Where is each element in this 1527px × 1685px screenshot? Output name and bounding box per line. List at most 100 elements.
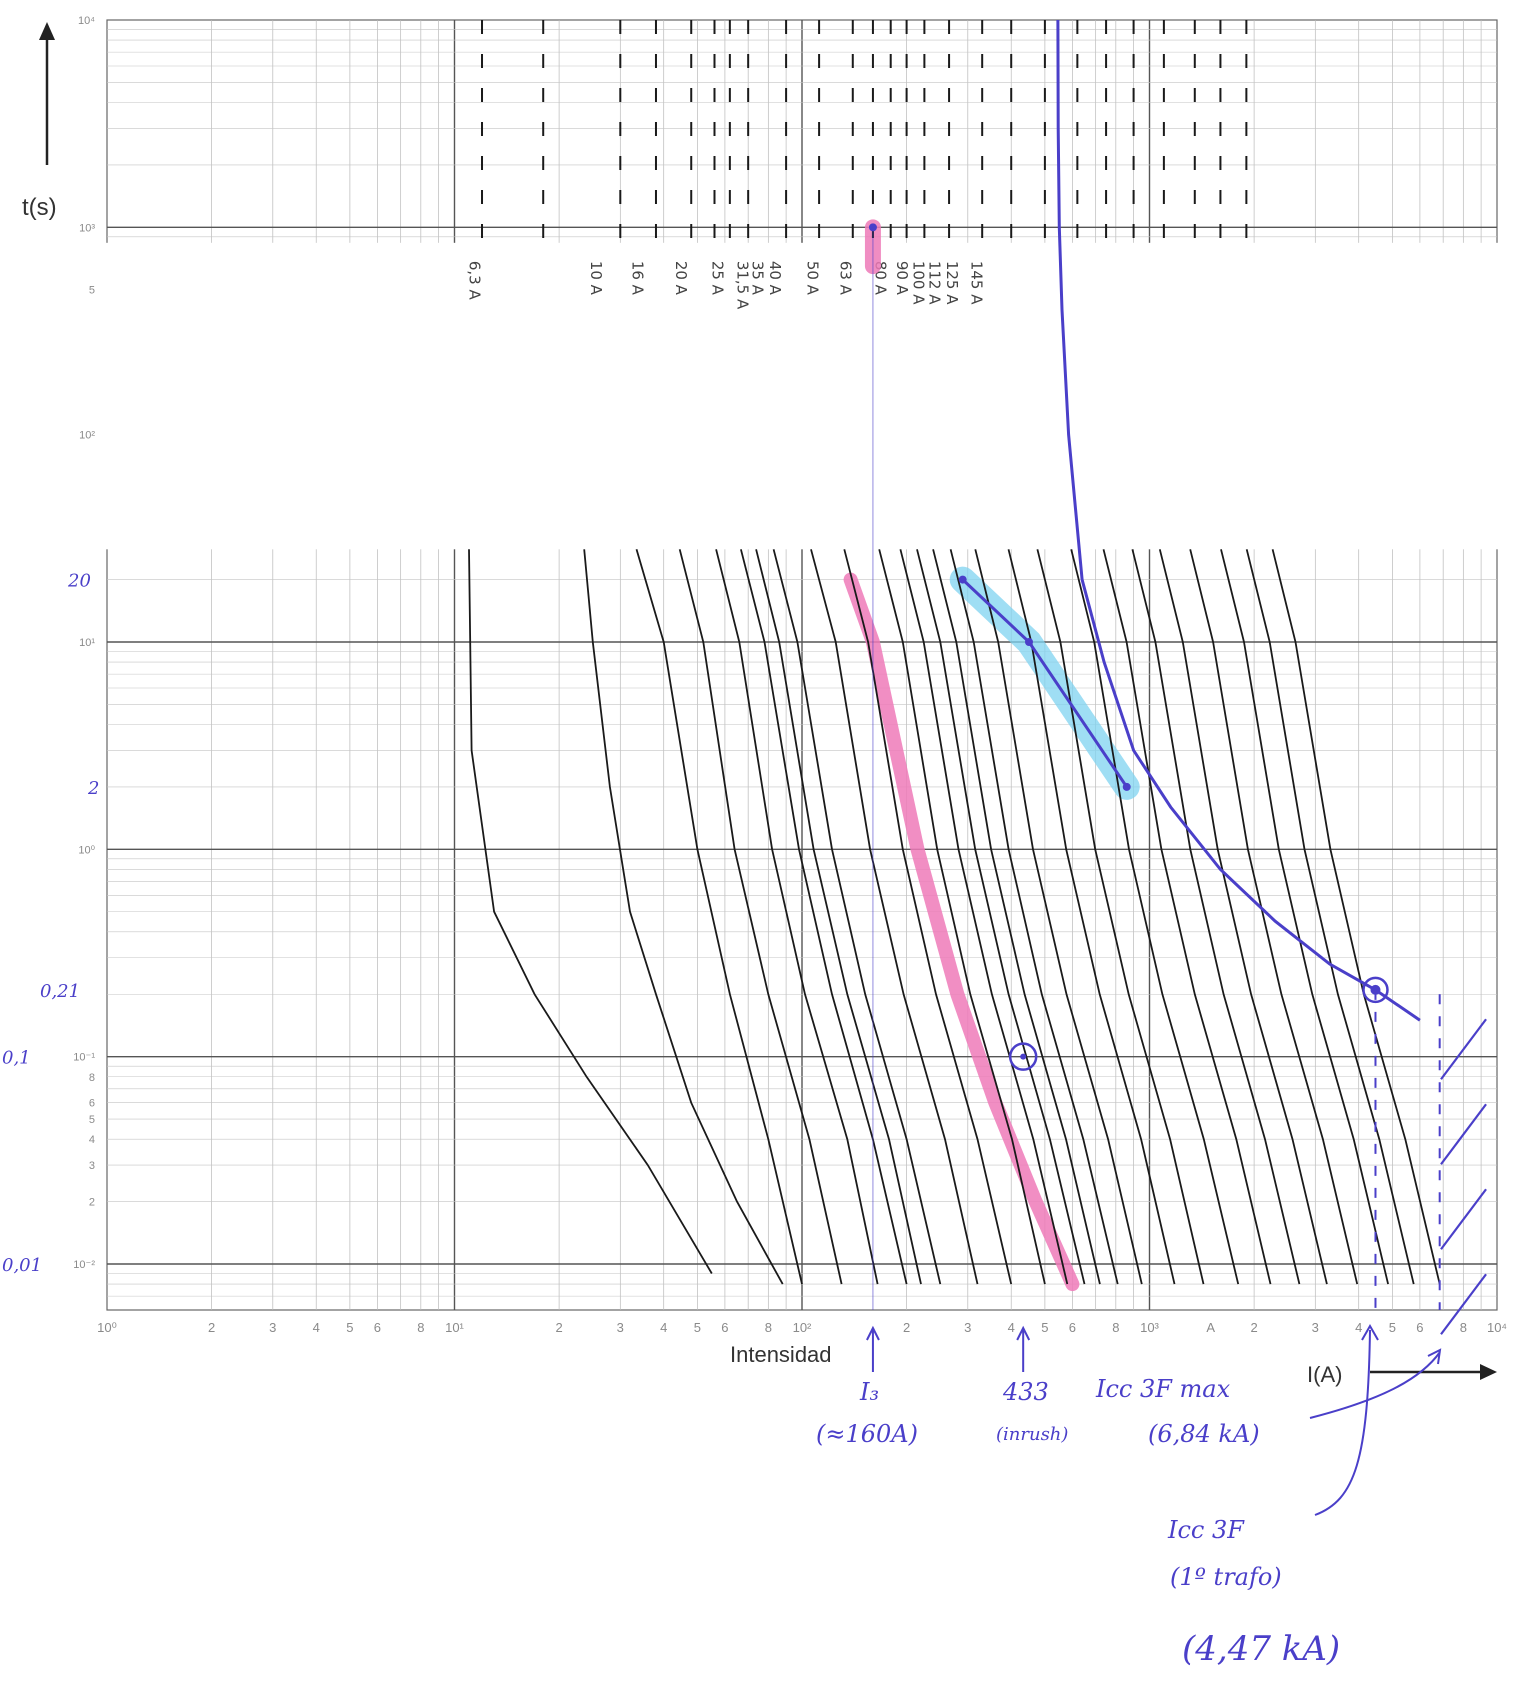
hatch-line — [1440, 1018, 1487, 1080]
fuse-curve — [932, 549, 1101, 1285]
fuse-curve — [678, 549, 843, 1285]
fuse-label: 6,3 A — [466, 261, 484, 301]
y-axis-arrow-head — [39, 22, 55, 40]
y-tick-label: 10¹ — [79, 637, 95, 649]
x-tick-label: 10³ — [1140, 1320, 1159, 1335]
fuse-label: 90 A — [893, 261, 911, 296]
x-tick-label: 2 — [208, 1320, 215, 1335]
fuse-curve — [974, 549, 1143, 1285]
y-hand-label: 0,1 — [2, 1048, 31, 1069]
y-tick-label: 4 — [89, 1134, 95, 1146]
fuse-curve — [878, 549, 1046, 1285]
icc-trafo-value: (4,47 kA) — [1182, 1629, 1340, 1669]
fuse-curve — [583, 549, 784, 1285]
x-tick-label: 3 — [964, 1320, 971, 1335]
x-tick-label: 6 — [1069, 1320, 1076, 1335]
fuse-curve — [740, 549, 908, 1285]
blue-marker — [1122, 782, 1131, 791]
fuse-label-band: 6,3 A 10 A 16 A 20 A 25 A 31,5 A35 A 40 A 50 A 6… — [105, 242, 1499, 550]
hatch-line — [1440, 1273, 1487, 1335]
fuse-label: 63 A — [837, 261, 855, 296]
fuse-curve — [772, 549, 942, 1285]
x-tick-label: 5 — [346, 1320, 353, 1335]
fuse-curve — [949, 549, 1119, 1285]
fuse-label: 31,5 A — [733, 261, 751, 310]
annotation-overlay — [868, 19, 1487, 1335]
x-tick-label: 8 — [417, 1320, 424, 1335]
icc-max-value: (6,84 kA) — [1148, 1420, 1260, 1448]
x-axis-arrow-head — [1480, 1364, 1497, 1380]
x-unit-label: I(A) — [1307, 1362, 1342, 1387]
icc-trafo-sub: (1º trafo) — [1170, 1563, 1282, 1591]
y-tick-label: 3 — [89, 1160, 95, 1172]
label-band-bg — [105, 242, 1499, 550]
x-tick-label: 10⁰ — [97, 1320, 117, 1335]
fuse-label: 50 A — [803, 261, 821, 296]
x-tick-label: 6 — [374, 1320, 381, 1335]
fuse-label: 145 A — [968, 261, 986, 305]
fuse-label: 100 A — [909, 261, 927, 305]
x-tick-label: 3 — [269, 1320, 276, 1335]
icc-max-arrow — [1309, 1348, 1442, 1419]
y-tick-label: 10⁴ — [78, 15, 95, 27]
y-tick-label: 10⁻² — [73, 1259, 95, 1271]
fuse-curve — [1007, 549, 1176, 1285]
x-tick-label: 5 — [1041, 1320, 1048, 1335]
fuse-curve — [1271, 549, 1441, 1285]
fuse-curve — [715, 549, 879, 1285]
x-tick-label: 8 — [1112, 1320, 1119, 1335]
fuse-curve — [1158, 549, 1328, 1285]
y-tick-label: 10³ — [79, 222, 95, 234]
inrush-label: (inrush) — [996, 1424, 1068, 1445]
x-tick-label: 3 — [1312, 1320, 1319, 1335]
y-tick-label: 10⁻¹ — [73, 1052, 95, 1064]
fuse-label: 40 A — [766, 261, 784, 296]
y-tick-label: 5 — [89, 1114, 95, 1126]
x-tick-label: 10² — [793, 1320, 812, 1335]
y-tick-label: 6 — [89, 1098, 95, 1110]
i3-arrow — [866, 1325, 880, 1372]
y-hand-label: 0,21 — [40, 981, 80, 1002]
fuse-curve — [635, 549, 803, 1285]
icc-trafo-label: Icc 3F — [1167, 1516, 1245, 1544]
fuse-label: 20 A — [672, 261, 690, 296]
fuse-curves — [468, 20, 1441, 1285]
x-tick-label: A — [1206, 1320, 1215, 1335]
x-axis-label: Intensidad — [730, 1342, 832, 1367]
inrush-arrow — [1016, 1325, 1031, 1372]
x-tick-label: 4 — [313, 1320, 320, 1335]
fuse-curve — [843, 549, 1013, 1285]
inrush-value: 433 — [1002, 1378, 1049, 1406]
y-tick-label: 5 — [89, 285, 95, 297]
fuse-curve — [1070, 549, 1240, 1285]
x-tick-label: 2 — [1250, 1320, 1257, 1335]
y-hand-label: 20 — [67, 571, 91, 592]
fuse-curve — [916, 549, 1086, 1285]
fuse-label: 112 A — [926, 261, 944, 305]
blue-marker — [1024, 638, 1033, 647]
x-tick-label: 2 — [555, 1320, 562, 1335]
y-tick-label: 10² — [79, 430, 95, 442]
hatch-line — [1440, 1103, 1487, 1165]
y-tick-label: 2 — [89, 1197, 95, 1209]
x-tick-label: 3 — [617, 1320, 624, 1335]
fuse-curve — [1220, 549, 1389, 1285]
fuse-label: 125 A — [943, 261, 961, 305]
fuse-curve — [1189, 549, 1359, 1285]
y-tick-label: 10⁰ — [78, 844, 95, 856]
icc-trafo-arrow — [1314, 1323, 1379, 1516]
fuse-curve — [899, 549, 1069, 1285]
y-hand-label: 2 — [87, 778, 99, 799]
x-tick-label: 2 — [903, 1320, 910, 1335]
fuse-curve — [468, 549, 713, 1274]
x-tick-label: 8 — [1460, 1320, 1467, 1335]
y-tick-label: 8 — [89, 1072, 95, 1084]
icc-trafo-circle — [1362, 976, 1389, 1004]
y-axis-label: t(s) — [22, 194, 57, 221]
inrush-dot — [1020, 1053, 1027, 1060]
i3-value: (≈160A) — [816, 1420, 918, 1448]
x-tick-label: 5 — [694, 1320, 701, 1335]
fuse-curve — [1131, 549, 1301, 1285]
icc-max-label: Icc 3F max — [1095, 1375, 1231, 1403]
